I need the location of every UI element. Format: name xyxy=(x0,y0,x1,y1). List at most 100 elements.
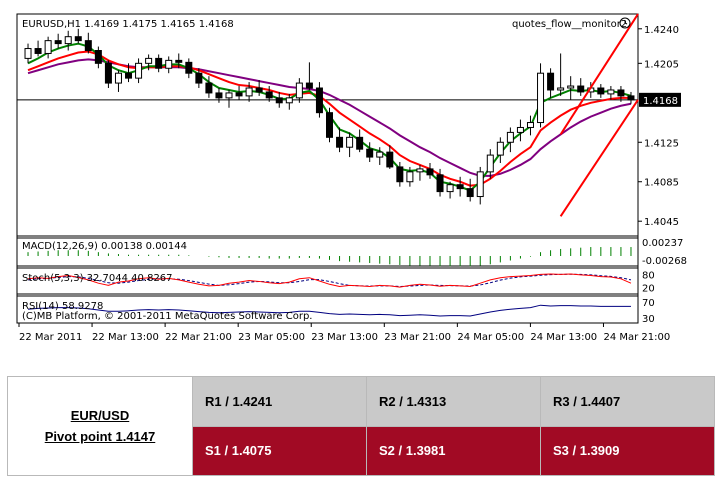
candle-body-32 xyxy=(346,136,354,148)
rsi-label: RSI(14) 58.9278 xyxy=(22,301,103,312)
price-tick-label-3: 1.4125 xyxy=(644,138,679,149)
price-chart: 1.4240 1.4205 1.4125 1.4085 1.4045 1.4168 0.0… xyxy=(16,13,687,343)
pivot-table: EUR/USD Pivot point 1.4147 R1 / 1.4241 R… xyxy=(7,376,715,476)
candle-body-4 xyxy=(64,36,72,45)
stoch-tick-label-0: 80 xyxy=(642,270,655,281)
stoch-main-line xyxy=(27,273,632,288)
candle-body-1 xyxy=(34,48,42,54)
candle-body-33 xyxy=(356,136,364,150)
chart-area: 1.4240 1.4205 1.4125 1.4085 1.4045 1.4168 0.0… xyxy=(16,13,687,343)
symbol-header: EURUSD,H1 1.4169 1.4175 1.4165 1.4168 xyxy=(22,19,234,30)
pair-cell: EUR/USD Pivot point 1.4147 xyxy=(7,376,193,476)
macd-tick-label-1: -0.00268 xyxy=(642,256,687,267)
s3-cell: S3 / 1.3909 xyxy=(540,425,715,476)
candle-body-60 xyxy=(627,95,635,101)
candle-body-35 xyxy=(376,151,384,158)
stoch-tick-label-1: 20 xyxy=(642,284,655,295)
candle-body-42 xyxy=(446,184,454,193)
time-tick-label-4: 23 Mar 13:00 xyxy=(311,332,378,343)
r1-cell: R1 / 1.4241 xyxy=(192,376,367,427)
candle-body-6 xyxy=(84,40,92,52)
macd-tick-label-0: 0.00237 xyxy=(642,238,683,249)
candle-body-30 xyxy=(326,112,333,138)
candle-body-26 xyxy=(285,97,293,104)
candle-body-9 xyxy=(114,72,122,84)
candle-body-27 xyxy=(295,82,303,99)
candle-body-2 xyxy=(44,40,52,54)
main-price-panel: 1.4240 1.4205 1.4125 1.4085 1.4045 1.4168 xyxy=(17,13,681,297)
candle-body-40 xyxy=(426,168,434,176)
candle-body-31 xyxy=(336,136,344,148)
time-tick-label-7: 24 Mar 13:00 xyxy=(530,332,597,343)
candle-body-53 xyxy=(557,87,565,91)
time-tick-label-2: 22 Mar 21:00 xyxy=(165,332,232,343)
candle-body-14 xyxy=(165,59,173,69)
candle-body-36 xyxy=(386,151,394,168)
time-tick-label-5: 23 Mar 21:00 xyxy=(384,332,451,343)
candle-body-3 xyxy=(54,40,62,45)
candle-body-22 xyxy=(245,87,253,97)
candle-body-43 xyxy=(456,184,464,190)
candle-body-44 xyxy=(466,188,474,198)
candle-body-7 xyxy=(94,50,102,64)
time-axis: 22 Mar 2011 22 Mar 13:00 22 Mar 21:00 23 Ma… xyxy=(18,323,670,343)
candle-body-49 xyxy=(516,126,524,133)
s1-cell: S1 / 1.4075 xyxy=(192,425,367,476)
price-tick-label-4: 1.4085 xyxy=(644,178,679,189)
copyright-label: (C)MB Platform, © 2001-2011 MetaQuotes S… xyxy=(22,311,312,322)
rsi-tick-label-0: 70 xyxy=(642,298,655,309)
price-tick-label-0: 1.4240 xyxy=(644,25,679,36)
indicator-label: quotes_flow__monitor2 xyxy=(512,19,627,30)
candle-body-57 xyxy=(597,87,605,95)
candle-body-39 xyxy=(416,168,424,173)
candle-body-15 xyxy=(175,59,183,63)
candle-body-13 xyxy=(155,57,163,69)
candle-body-29 xyxy=(315,87,323,114)
candle-body-38 xyxy=(406,171,414,183)
candle-body-23 xyxy=(255,87,263,93)
time-tick-label-0: 22 Mar 2011 xyxy=(19,332,82,343)
candle-body-24 xyxy=(265,91,273,99)
resistance-row: EUR/USD Pivot point 1.4147 R1 / 1.4241 R… xyxy=(7,376,715,476)
price-tick-label-1: 1.4205 xyxy=(644,59,679,70)
candle-body-37 xyxy=(396,166,404,183)
macd-label: MACD(12,26,9) 0.00138 0.00144 xyxy=(22,241,187,252)
channel-lower-line xyxy=(559,99,639,217)
current-price-label: 1.4168 xyxy=(643,96,678,107)
candle-body-18 xyxy=(205,82,213,94)
indicator-info-icon xyxy=(619,17,631,29)
candle-body-47 xyxy=(496,141,504,156)
candle-body-51 xyxy=(537,72,545,124)
candle-body-34 xyxy=(366,148,374,158)
s2-cell: S2 / 1.3981 xyxy=(366,425,541,476)
rsi-line xyxy=(27,304,631,317)
time-tick-label-3: 23 Mar 05:00 xyxy=(238,332,305,343)
candle-body-46 xyxy=(486,154,494,173)
support-row: S1 / 1.4075 S2 / 1.3981 S3 / 1.3909 xyxy=(8,425,715,476)
candle-body-20 xyxy=(225,92,233,99)
candle-body-8 xyxy=(104,62,112,84)
pair-link[interactable]: EUR/USD xyxy=(70,408,130,423)
candle-body-28 xyxy=(305,82,313,89)
macd-panel: 0.00237 -0.00268 xyxy=(27,238,687,267)
r2-cell: R2 / 1.4313 xyxy=(366,376,541,427)
time-tick-label-6: 24 Mar 05:00 xyxy=(457,332,524,343)
pivot-point-link[interactable]: Pivot point 1.4147 xyxy=(44,429,156,444)
rsi-tick-label-1: 30 xyxy=(642,314,655,325)
candle-body-10 xyxy=(125,72,133,79)
candle-body-12 xyxy=(145,57,153,64)
time-tick-label-8: 24 Mar 21:00 xyxy=(603,332,670,343)
candle-body-16 xyxy=(185,61,193,74)
channel-upper-line xyxy=(559,13,639,135)
candle-body-59 xyxy=(617,89,625,97)
candle-body-55 xyxy=(577,85,585,93)
candle-body-5 xyxy=(74,36,82,42)
stoch-label: Stoch(5,3,3) 32.7044 40.8267 xyxy=(22,273,173,284)
candle-body-21 xyxy=(235,92,243,97)
candle-body-50 xyxy=(526,122,534,128)
candle-body-17 xyxy=(195,72,203,84)
candle-body-45 xyxy=(476,171,484,198)
candle-body-41 xyxy=(436,174,444,193)
current-price-tag xyxy=(639,92,681,107)
